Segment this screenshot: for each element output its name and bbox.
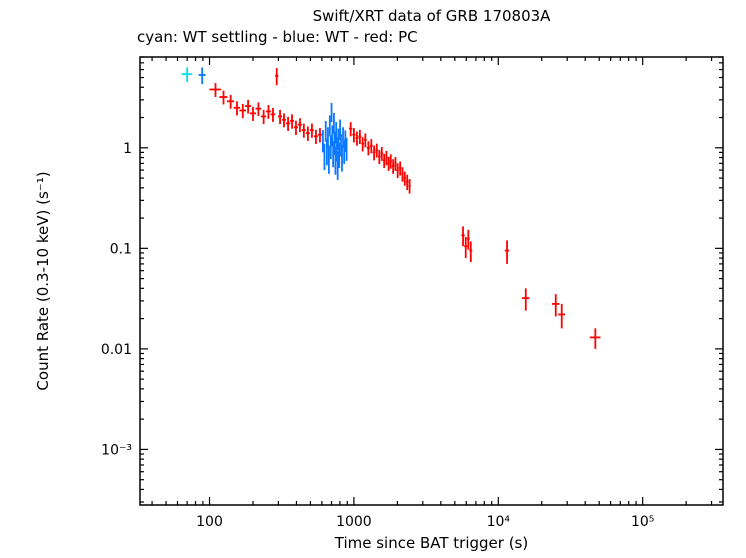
plot-frame: [139, 56, 724, 506]
y-axis-title: Count Rate (0.3-10 keV) (s⁻¹): [34, 171, 52, 390]
x-tick-label: 1000: [336, 514, 372, 530]
y-tick-label: 1: [123, 141, 132, 157]
x-tick-label: 10⁴: [487, 514, 511, 530]
x-tick-label: 10⁵: [631, 514, 654, 530]
x-tick-label: 100: [196, 514, 223, 530]
series-wt: [198, 67, 348, 180]
plot-title: Swift/XRT data of GRB 170803A: [312, 7, 551, 25]
series-wt-settling: [181, 67, 193, 83]
x-axis-title: Time since BAT trigger (s): [334, 534, 528, 552]
y-tick-label: 10⁻³: [101, 442, 132, 458]
y-tick-label: 0.1: [110, 241, 132, 257]
series-pc: [209, 68, 601, 349]
plot-subtitle: cyan: WT settling - blue: WT - red: PC: [137, 28, 418, 46]
y-tick-label: 0.01: [101, 342, 132, 358]
